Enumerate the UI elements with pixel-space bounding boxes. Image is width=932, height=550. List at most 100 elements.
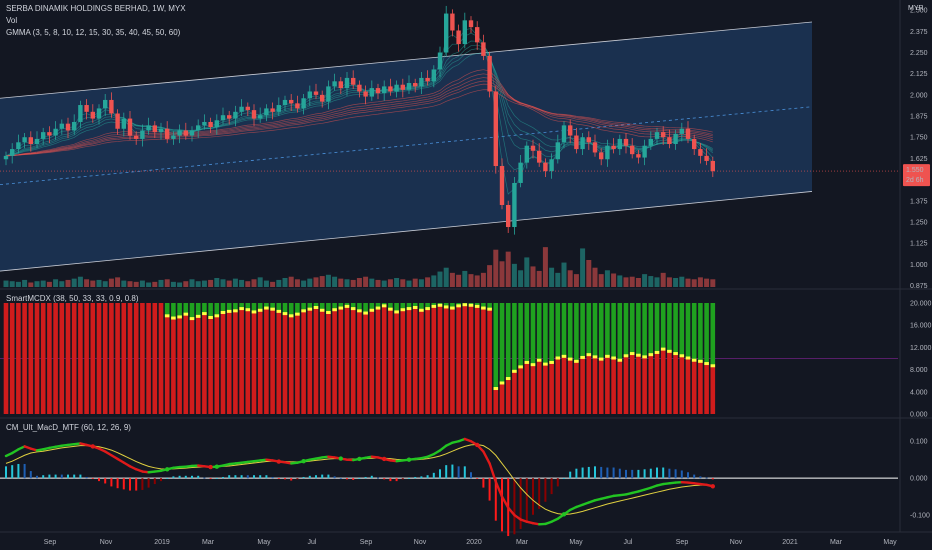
smartmcdx-red-bar: [53, 303, 58, 414]
smartmcdx-yellow-bar: [301, 309, 306, 313]
volume-bar: [623, 277, 629, 287]
candle-body: [245, 106, 250, 111]
smartmcdx-yellow-bar: [443, 305, 449, 309]
candle-body: [574, 135, 579, 150]
smartmcdx-yellow-bar: [629, 352, 635, 356]
smartmcdx-yellow-bar: [698, 359, 703, 363]
candle-body: [561, 125, 567, 143]
smartmcdx-red-bar: [549, 362, 554, 414]
candle-body: [10, 149, 15, 156]
price-tick: 0.875: [910, 283, 928, 290]
smartmcdx-red-bar: [543, 364, 548, 414]
smartmcdx-red-bar: [338, 308, 344, 414]
smartmcdx-red-bar: [214, 316, 220, 414]
volume-legend: Vol: [6, 16, 18, 25]
volume-bar: [592, 267, 598, 287]
smartmcdx-red-bar: [22, 303, 27, 414]
candle-body: [351, 77, 356, 85]
candle-body: [710, 160, 715, 172]
volume-bar: [288, 276, 294, 287]
macd-histogram-bar: [656, 467, 658, 479]
candle-body: [654, 132, 660, 139]
smartmcdx-yellow-bar: [710, 364, 716, 368]
smartmcdx-green-bar: [673, 303, 678, 355]
volume-bar: [121, 280, 127, 287]
macd-histogram-bar: [563, 478, 565, 479]
macd-histogram-bar: [693, 474, 696, 479]
smartmcdx-red-bar: [481, 308, 486, 414]
smartmcdx-green-bar: [425, 303, 430, 310]
smartmcdx-red-bar: [518, 367, 523, 414]
smartmcdx-yellow-bar: [400, 308, 406, 312]
smartmcdx-red-bar: [350, 309, 356, 414]
volume-bar: [276, 279, 282, 287]
macd-line-segment: [116, 457, 126, 464]
price-channel: [0, 22, 812, 272]
macd-histogram-bar: [222, 476, 224, 479]
smartmcdx-yellow-bar: [214, 314, 220, 318]
candle-body: [3, 155, 9, 160]
smartmcdx-yellow-bar: [524, 360, 530, 364]
macd-histogram-bar: [215, 478, 218, 479]
smartmcdx-red-bar: [133, 303, 139, 414]
smartmcdx-yellow-bar: [468, 303, 474, 307]
volume-bar: [660, 272, 666, 287]
smartmcdx-yellow-bar: [704, 362, 709, 366]
smartmcdx-red-bar: [357, 311, 362, 414]
smartmcdx-yellow-bar: [586, 353, 592, 357]
smartmcdx-green-bar: [245, 303, 251, 311]
smartmcdx-yellow-bar: [326, 310, 331, 314]
candle-body: [258, 115, 263, 119]
x-axis-tick: Sep: [360, 539, 373, 546]
smartmcdx-red-bar: [369, 310, 375, 414]
macd-tick: 0.000: [910, 476, 928, 483]
x-axis-tick: Jul: [308, 539, 317, 546]
candle-body: [307, 91, 312, 99]
smartmcdx-red-bar: [536, 360, 542, 414]
volume-bar: [394, 278, 400, 287]
candle-body: [599, 152, 604, 160]
macd-cross-dot: [90, 444, 96, 449]
macd-histogram-bar: [544, 478, 547, 502]
candle-body: [251, 110, 257, 119]
smartmcdx-green-bar: [493, 303, 499, 390]
macd-histogram-bar: [333, 476, 336, 479]
candle-body: [264, 108, 269, 116]
candle-body: [146, 125, 151, 131]
candle-body: [282, 99, 288, 106]
smartmcdx-yellow-bar: [363, 311, 368, 315]
smartmcdx-red-bar: [431, 306, 437, 414]
macd-histogram-bar: [98, 478, 100, 482]
smartmcdx-yellow-bar: [313, 305, 319, 309]
smartmcdx-green-bar: [332, 303, 337, 311]
candle-body: [605, 145, 610, 160]
macd-histogram-bar: [141, 478, 144, 490]
macd-histogram-bar: [631, 469, 634, 479]
smartmcdx-yellow-bar: [189, 317, 195, 321]
macd-histogram-bar: [184, 475, 187, 479]
smartmcdx-tick: 20.000: [910, 301, 932, 308]
macd-line-segment: [513, 513, 522, 521]
macd-histogram-bar: [271, 476, 274, 479]
candle-body: [320, 94, 325, 102]
volume-bar: [133, 281, 139, 287]
candle-body: [313, 91, 319, 95]
candle-body: [692, 138, 697, 150]
macd-histogram-bar: [73, 474, 76, 479]
smartmcdx-yellow-bar: [202, 312, 207, 316]
candle-body: [220, 115, 226, 121]
macd-histogram-bar: [618, 468, 621, 479]
macd-histogram-bar: [29, 471, 32, 479]
volume-bar: [697, 277, 703, 287]
smartmcdx-red-bar: [102, 303, 108, 414]
volume-bar: [431, 275, 437, 287]
smartmcdx-red-bar: [152, 303, 158, 414]
macd-histogram-bar: [426, 475, 429, 479]
smartmcdx-yellow-bar: [350, 307, 356, 311]
smartmcdx-yellow-bar: [574, 359, 579, 363]
smartmcdx-red-bar: [530, 365, 536, 414]
volume-bar: [480, 272, 486, 287]
macd-line-segment: [122, 461, 132, 468]
volume-bar: [604, 270, 610, 287]
